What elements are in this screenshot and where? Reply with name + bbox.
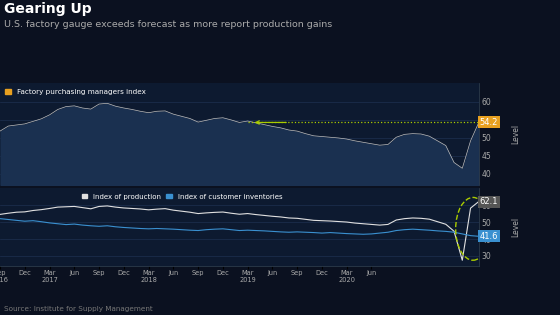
Text: 62.1: 62.1 <box>480 197 498 206</box>
Text: 54.2: 54.2 <box>480 118 498 127</box>
Text: Source: Institute for Supply Management: Source: Institute for Supply Management <box>4 306 153 312</box>
Y-axis label: Level: Level <box>511 124 520 144</box>
Legend: Factory purchasing managers index: Factory purchasing managers index <box>3 86 148 97</box>
Text: Gearing Up: Gearing Up <box>4 2 92 15</box>
Text: U.S. factory gauge exceeds forecast as more report production gains: U.S. factory gauge exceeds forecast as m… <box>4 20 333 30</box>
Legend: Index of production, Index of customer inventories: Index of production, Index of customer i… <box>80 192 284 202</box>
Text: 41.6: 41.6 <box>480 232 498 241</box>
Y-axis label: Level: Level <box>511 217 520 237</box>
